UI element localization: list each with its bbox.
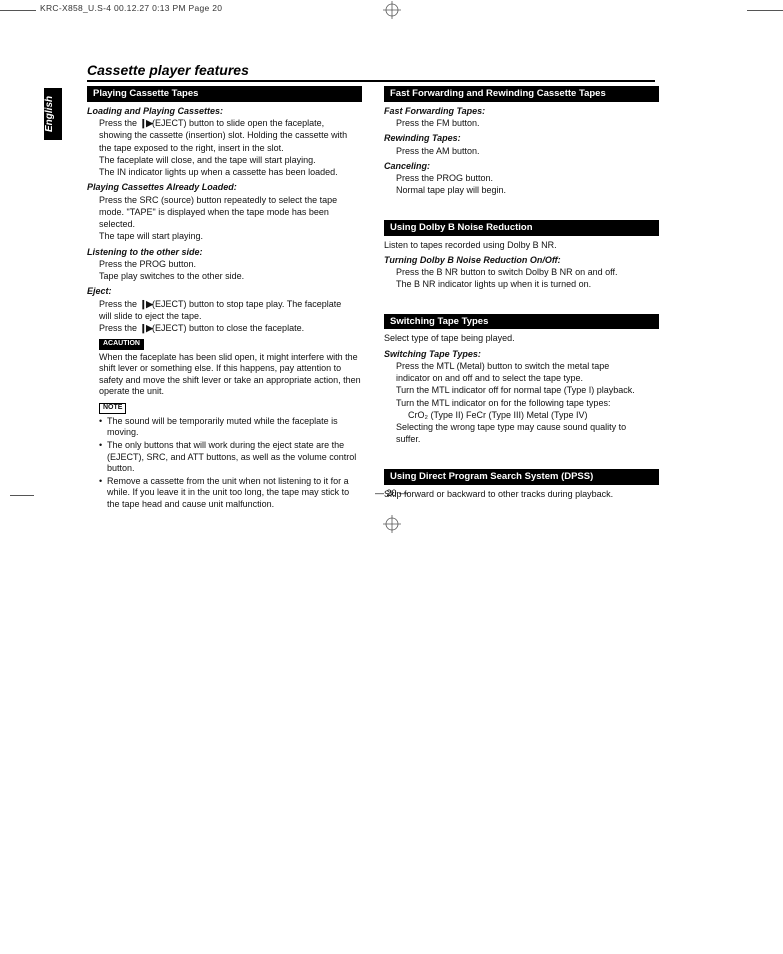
page-number: — 20 —	[375, 488, 408, 498]
registration-mark-center	[383, 515, 401, 533]
body-line: Press the B NR button to switch Dolby B …	[396, 267, 659, 278]
section-heading-dpss: Using Direct Program Search System (DPSS…	[384, 469, 659, 485]
body-line: Press the ❙▶(EJECT) button to close the …	[99, 323, 362, 334]
text: Press the	[99, 299, 140, 309]
caution-badge: ACAUTION	[99, 339, 144, 350]
body-line: selected.	[99, 219, 362, 230]
section-heading-dolby: Using Dolby B Noise Reduction	[384, 220, 659, 236]
section-intro: Select type of tape being played.	[384, 333, 659, 344]
text: (EJECT) button to slide open the facepla…	[152, 118, 324, 128]
subhead-cancel: Canceling:	[384, 161, 659, 172]
body-line: Press the PROG button.	[396, 173, 659, 184]
eject-icon: ❙▶	[140, 323, 152, 334]
body-line: Press the SRC (source) button repeatedly…	[99, 195, 362, 206]
caution-text: When the faceplate has been slid open, i…	[99, 352, 362, 397]
note-item: Remove a cassette from the unit when not…	[99, 476, 362, 510]
section-intro: Skip forward or backward to other tracks…	[384, 489, 659, 500]
section-heading-tape-types: Switching Tape Types	[384, 314, 659, 330]
subhead-dolby-onoff: Turning Dolby B Noise Reduction On/Off:	[384, 255, 659, 266]
body-line: will slide to eject the tape.	[99, 311, 362, 322]
note-item: The sound will be temporarily muted whil…	[99, 416, 362, 439]
body-line: the tape exposed to the right, insert in…	[99, 143, 362, 154]
body-line: showing the cassette (insertion) slot. H…	[99, 130, 362, 141]
subhead-loading: Loading and Playing Cassettes:	[87, 106, 362, 117]
subhead-eject: Eject:	[87, 286, 362, 297]
body-line: Press the ❙▶(EJECT) button to stop tape …	[99, 299, 362, 310]
body-line: suffer.	[396, 434, 659, 445]
note-list: The sound will be temporarily muted whil…	[99, 416, 362, 510]
text: Press the	[99, 118, 140, 128]
body-line: Press the AM button.	[396, 146, 659, 157]
title-rule	[87, 80, 655, 82]
body-line: Press the PROG button.	[99, 259, 362, 270]
body-line: The IN indicator lights up when a casset…	[99, 167, 362, 178]
body-line: Press the FM button.	[396, 118, 659, 129]
language-tab: English	[44, 88, 62, 140]
left-column: Playing Cassette Tapes Loading and Playi…	[87, 86, 362, 512]
body-line: Tape play switches to the other side.	[99, 271, 362, 282]
registration-mark-top	[383, 1, 401, 19]
print-header: KRC-X858_U.S-4 00.12.27 0:13 PM Page 20	[40, 3, 222, 13]
text: Press the	[99, 323, 140, 333]
section-heading-ffrw: Fast Forwarding and Rewinding Cassette T…	[384, 86, 659, 102]
body-line: The faceplate will close, and the tape w…	[99, 155, 362, 166]
body-line: Press the MTL (Metal) button to switch t…	[396, 361, 659, 372]
subhead-ff: Fast Forwarding Tapes:	[384, 106, 659, 117]
body-line: Turn the MTL indicator on for the follow…	[396, 398, 659, 409]
subhead-already-loaded: Playing Cassettes Already Loaded:	[87, 182, 362, 193]
right-column: Fast Forwarding and Rewinding Cassette T…	[384, 86, 659, 504]
body-line: Normal tape play will begin.	[396, 185, 659, 196]
body-line: The tape will start playing.	[99, 231, 362, 242]
text: (EJECT) button to stop tape play. The fa…	[152, 299, 341, 309]
body-line: Press the ❙▶(EJECT) button to slide open…	[99, 118, 362, 129]
body-line: indicator on and off and to select the t…	[396, 373, 659, 384]
subhead-rw: Rewinding Tapes:	[384, 133, 659, 144]
body-line: Selecting the wrong tape type may cause …	[396, 422, 659, 433]
section-heading-playing: Playing Cassette Tapes	[87, 86, 362, 102]
body-line: mode. "TAPE" is displayed when the tape …	[99, 207, 362, 218]
body-line: Turn the MTL indicator off for normal ta…	[396, 385, 659, 396]
eject-icon: ❙▶	[140, 299, 152, 310]
body-line: The B NR indicator lights up when it is …	[396, 279, 659, 290]
subhead-switch-types: Switching Tape Types:	[384, 349, 659, 360]
crop-line-left	[10, 495, 34, 496]
crop-line	[0, 10, 36, 11]
body-line: CrO₂ (Type II) FeCr (Type III) Metal (Ty…	[408, 410, 659, 421]
section-intro: Listen to tapes recorded using Dolby B N…	[384, 240, 659, 251]
note-item: The only buttons that will work during t…	[99, 440, 362, 474]
eject-icon: ❙▶	[140, 118, 152, 129]
text: (EJECT) button to close the faceplate.	[152, 323, 304, 333]
subhead-other-side: Listening to the other side:	[87, 247, 362, 258]
note-badge: NOTE	[99, 403, 126, 414]
page-title: Cassette player features	[87, 62, 249, 78]
crop-line	[747, 10, 783, 11]
